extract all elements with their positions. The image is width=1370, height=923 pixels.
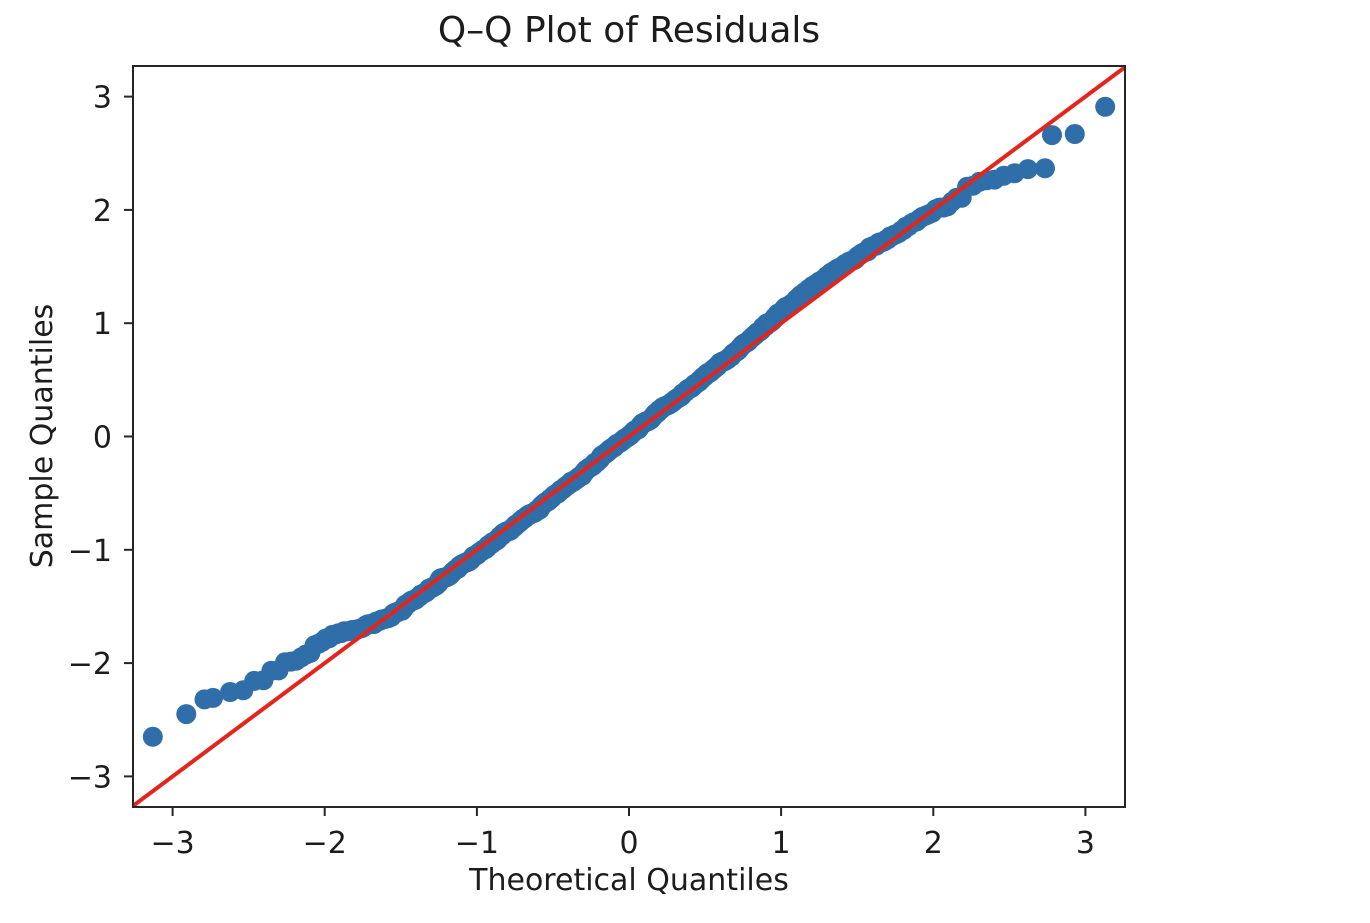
scatter-point [1035, 158, 1055, 179]
reference-line [131, 65, 1127, 808]
scatter-point [1042, 125, 1062, 146]
x-tick-label: 2 [924, 826, 943, 861]
chart-title: Q–Q Plot of Residuals [438, 10, 820, 51]
y-tick-label: 2 [93, 194, 112, 229]
scatter-points [142, 96, 1116, 747]
y-tick-label: 3 [93, 81, 112, 116]
y-axis-label: Sample Quantiles [25, 304, 60, 569]
scatter-point [1064, 124, 1085, 144]
scatter-point [142, 726, 163, 747]
y-tick-label: −1 [68, 534, 112, 569]
x-tick-label: 1 [772, 826, 791, 861]
x-tick-label: −3 [150, 826, 194, 861]
y-tick-label: −3 [68, 760, 112, 795]
x-tick-label: −1 [455, 826, 499, 861]
scatter-point [194, 689, 215, 710]
x-tick-label: −2 [303, 826, 347, 861]
y-tick-label: 1 [93, 307, 112, 342]
x-tick-label: 0 [619, 826, 638, 861]
scatter-point [176, 704, 197, 725]
y-tick-label: 0 [93, 421, 112, 456]
x-axis-label: Theoretical Quantiles [468, 863, 789, 898]
y-tick-label: −2 [68, 647, 112, 682]
scatter-point [1017, 159, 1038, 180]
scatter-point [1095, 96, 1116, 117]
x-tick-label: 3 [1076, 826, 1095, 861]
